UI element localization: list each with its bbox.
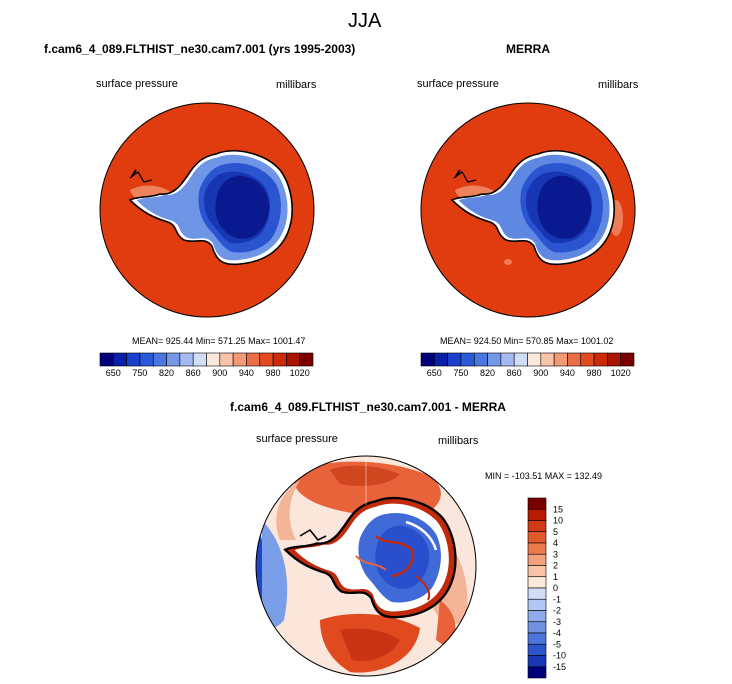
diff-panel-title: f.cam6_4_089.FLTHIST_ne30.cam7.001 - MER… [230,400,506,414]
diff-variable-label: surface pressure [256,433,338,445]
colorbar-merra-swatch [487,352,502,367]
colorbar-merra-swatch [473,352,488,367]
colorbar-merra-swatch [553,352,568,367]
colorbar-merra-tick-label: 980 [587,368,602,378]
colorbar-merra-swatch [460,352,475,367]
colorbar-model-swatch [179,352,194,367]
colorbar-model-swatch [192,352,207,367]
colorbar-difference-swatch [527,610,547,623]
colorbar-model-tick-label: 750 [132,368,147,378]
colorbar-model-swatch [152,352,167,367]
colorbar-merra-swatch [420,352,435,367]
colorbar-difference-swatch [527,655,547,668]
panel-title-model: f.cam6_4_089.FLTHIST_ne30.cam7.001 (yrs … [44,42,356,56]
panel-units-label-model: millibars [276,79,317,91]
colorbar-merra-tick-label: 940 [560,368,575,378]
colorbar-merra-swatch [567,352,582,367]
colorbar-model-swatch [272,352,287,367]
diff-minmax: MIN = -103.51 MAX = 132.49 [485,471,603,481]
colorbar-model-swatch [99,352,114,367]
colorbar-merra-swatch [540,352,555,367]
colorbar-merra-tick-label: 1020 [611,368,631,378]
panel-stats-merra: MEAN= 924.50 Min= 570.85 Max= 1001.02 [440,336,614,346]
colorbar-merra-swatch [513,352,528,367]
colorbar-model-tick-label: 820 [159,368,174,378]
colorbar-difference-tick-label: 5 [553,527,558,537]
colorbar-merra-swatch [620,352,635,367]
colorbar-difference-tick-label: 10 [553,516,563,526]
colorbar-model-tick-label: 900 [212,368,227,378]
colorbar-model-tick-label: 860 [186,368,201,378]
map-difference [255,455,477,677]
colorbar-difference-tick-label: -1 [553,594,561,604]
colorbar-difference-tick-label: 15 [553,504,563,514]
panel-units-label-merra: millibars [598,79,639,91]
colorbar-difference-swatch [527,666,547,679]
colorbar-model-tick-label: 1020 [290,368,310,378]
colorbar-difference-swatch [527,643,547,656]
colorbar-difference-tick-label: 3 [553,549,558,559]
colorbar-model-tick-label: 940 [239,368,254,378]
colorbar-difference-tick-label: 4 [553,538,558,548]
panel-title-merra: MERRA [506,42,550,56]
colorbar-difference-swatch [527,542,547,555]
colorbar-merra-tick-label: 820 [480,368,495,378]
figure-title: JJA [348,10,382,32]
colorbar-difference-tick-label: -3 [553,617,561,627]
colorbar-difference-swatch [527,598,547,611]
colorbar-merra-swatch [434,352,448,367]
colorbar-merra-swatch [580,352,595,367]
colorbar-model-swatch [232,352,247,367]
colorbar-difference-swatch [527,632,547,645]
map-merra [420,102,636,318]
colorbar-model-tick-label: 650 [106,368,121,378]
colorbar-merra-swatch [607,352,621,367]
colorbar-difference-swatch [527,576,547,589]
colorbar-difference-tick-label: -15 [553,662,566,672]
colorbar-merra-swatch [593,352,608,367]
colorbar-difference-swatch [527,508,547,521]
colorbar-model-swatch [139,352,154,367]
colorbar-model-swatch [219,352,234,367]
map-model [99,102,315,318]
colorbar-difference-swatch [527,565,547,578]
colorbar-merra-swatch [447,352,462,367]
colorbar-difference-tick-label: -4 [553,628,561,638]
colorbar-merra-swatch [500,352,515,367]
colorbar-model-swatch [126,352,141,367]
panel-variable-label-model: surface pressure [96,78,178,90]
colorbar-difference-tick-label: -10 [553,651,566,661]
colorbar-model: 650 750 820 860 900 940 980 1020 [99,352,314,378]
colorbar-difference-swatch [527,587,547,600]
colorbar-difference-swatch [527,520,547,533]
colorbar-model-swatch [259,352,274,367]
colorbar-merra: 650 750 820 860 900 940 980 1020 [420,352,635,378]
colorbar-difference-tick-label: -2 [553,606,561,616]
colorbar-difference-tick-label: 0 [553,583,558,593]
colorbar-difference-swatch [527,531,547,544]
colorbar-difference-swatch [527,553,547,566]
colorbar-difference-swatch [527,497,547,510]
colorbar-difference-swatch [527,621,547,634]
colorbar-model-swatch [246,352,261,367]
diff-units-label: millibars [438,435,479,447]
panel-stats-model: MEAN= 925.44 Min= 571.25 Max= 1001.47 [132,336,306,346]
colorbar-model-swatch [286,352,300,367]
colorbar-model-tick-label: 980 [266,368,281,378]
colorbar-model-swatch [113,352,127,367]
colorbar-merra-tick-label: 860 [507,368,522,378]
colorbar-merra-tick-label: 650 [427,368,442,378]
colorbar-difference-tick-label: 1 [553,572,558,582]
colorbar-difference-tick-label: -5 [553,639,561,649]
colorbar-model-swatch [166,352,181,367]
colorbar-difference-tick-label: 2 [553,561,558,571]
colorbar-model-swatch [206,352,221,367]
colorbar-model-swatch [299,352,314,367]
colorbar-merra-tick-label: 750 [453,368,468,378]
colorbar-merra-tick-label: 900 [533,368,548,378]
colorbar-merra-swatch [527,352,542,367]
panel-variable-label-merra: surface pressure [417,78,499,90]
